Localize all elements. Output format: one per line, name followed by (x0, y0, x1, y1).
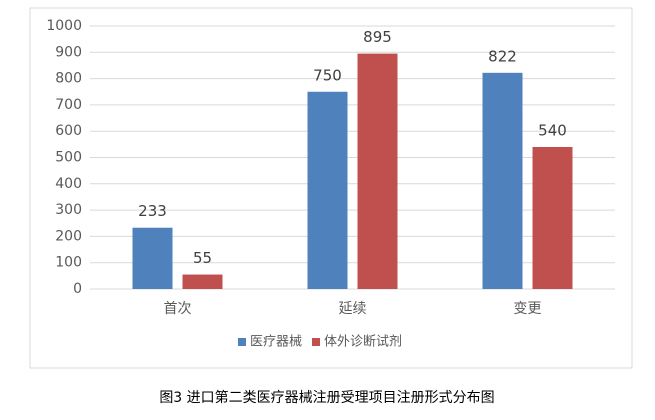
x-tick-label: 延续 (339, 300, 367, 317)
y-tick-label: 300 (55, 202, 82, 218)
y-tick-label: 700 (55, 97, 82, 113)
bar (307, 91, 348, 289)
legend-swatch (312, 338, 321, 346)
data-label: 895 (363, 28, 392, 46)
y-tick-label: 400 (55, 176, 82, 192)
y-tick-label: 100 (55, 255, 82, 271)
data-label: 822 (488, 47, 517, 65)
caption: 图3 进口第二类医疗器械注册受理项目注册形式分布图 (159, 389, 494, 406)
y-tick-label: 200 (55, 228, 82, 244)
data-label: 750 (313, 66, 342, 84)
y-tick-label: 600 (55, 123, 82, 139)
x-tick-label: 首次 (164, 301, 192, 317)
bar (482, 72, 523, 290)
y-tick-label: 500 (55, 150, 82, 166)
x-tick-label: 变更 (514, 301, 542, 317)
bar (532, 146, 573, 289)
legend-swatch (238, 338, 246, 346)
y-tick-label: 900 (55, 44, 82, 60)
y-tick-label: 800 (55, 71, 82, 87)
data-label: 540 (538, 121, 567, 139)
legend-label: 医疗器械 (250, 335, 302, 350)
data-label: 233 (138, 202, 167, 220)
y-tick-label: 0 (73, 281, 82, 297)
legend-label: 体外诊断试剂 (324, 335, 402, 350)
bar (132, 227, 173, 289)
bar (357, 53, 398, 289)
y-tick-label: 1000 (46, 18, 82, 34)
bar (182, 274, 223, 289)
data-label: 55 (193, 249, 212, 267)
